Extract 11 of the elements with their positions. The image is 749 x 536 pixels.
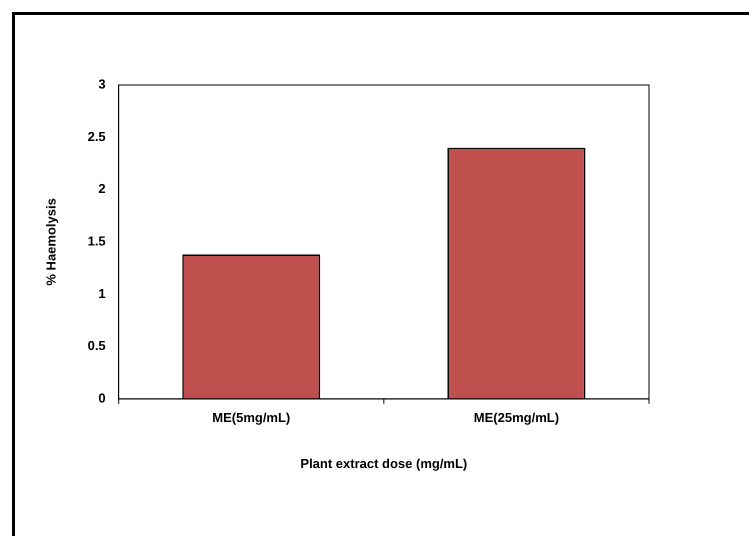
y-tick-label: 0 [98,390,106,406]
y-axis-title: % Haemolysis [43,198,58,286]
x-tick-label: ME(5mg/mL) [212,410,290,426]
y-tick-label: 1.5 [88,233,106,248]
x-axis-title: Plant extract dose (mg/mL) [300,456,468,471]
y-tick-label: 1 [98,286,106,301]
y-tick-label: 3 [98,76,106,92]
y-tick-label: 2.5 [88,128,106,144]
x-tick-label: ME(25mg/mL) [474,410,560,426]
y-tick-label: 2 [98,181,106,196]
y-tick-label: 0.5 [88,338,106,354]
